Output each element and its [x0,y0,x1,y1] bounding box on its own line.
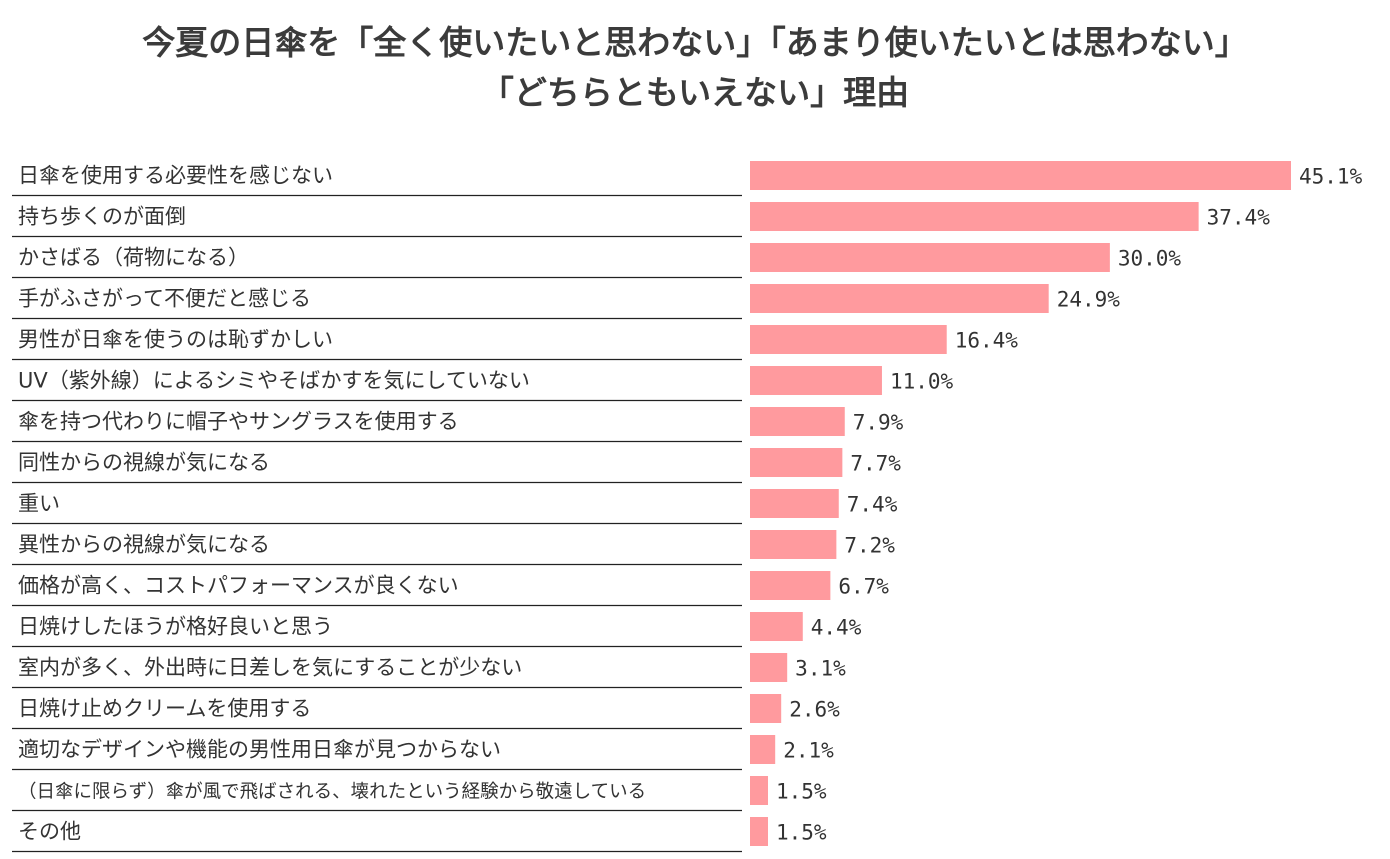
bar [750,612,803,641]
bar [750,243,1110,272]
bar [750,530,837,559]
category-label: （日傘に限らず）傘が風で飛ばされる、壊れたという経験から敬遠している [18,782,646,803]
category-label: 日傘を使用する必要性を感じない [18,164,333,188]
value-label: 3.1% [795,657,846,681]
category-label: 同性からの視線が気になる [18,451,270,475]
value-label: 24.9% [1057,288,1121,312]
category-label: 日焼け止めクリームを使用する [18,697,311,721]
category-label: その他 [18,820,81,844]
category-label: 重い [18,492,60,516]
category-label: 適切なデザインや機能の男性用日傘が見つからない [18,738,501,762]
value-label: 2.6% [789,698,840,722]
value-label: 11.0% [890,370,954,394]
value-label: 7.9% [853,411,904,435]
category-label: かさばる（荷物になる） [18,246,249,270]
bar [750,284,1049,313]
chart-title-line-1: 今夏の日傘を「全く使いたいと思わない」「あまり使いたいとは思わない」 [142,23,1248,62]
category-label: 日焼けしたほうが格好良いと思う [18,615,333,639]
bar [750,489,839,518]
bar [750,571,831,600]
value-label: 2.1% [783,739,834,763]
value-label: 7.4% [847,493,898,517]
value-label: 37.4% [1207,206,1271,230]
value-label: 1.5% [776,821,827,845]
bar [750,735,776,764]
bar [750,776,768,805]
bar [750,817,768,846]
value-label: 6.7% [838,575,889,599]
bar [750,325,947,354]
chart-title: 今夏の日傘を「全く使いたいと思わない」「あまり使いたいとは思わない」 「どちらと… [0,18,1390,118]
category-label: 室内が多く、外出時に日差しを気にすることが少ない [18,656,522,680]
category-label: 傘を持つ代わりに帽子やサングラスを使用する [18,410,459,434]
bar [750,694,782,723]
bar [750,448,843,477]
value-label: 7.2% [844,534,895,558]
category-label: 異性からの視線が気になる [18,533,270,557]
value-label: 7.7% [850,452,901,476]
value-label: 45.1% [1299,165,1363,189]
category-label: UV（紫外線）によるシミやそばかすを気にしていない [18,369,530,393]
bar [750,407,845,436]
category-label: 手がふさがって不便だと感じる [18,287,311,311]
bar [750,161,1291,190]
category-label: 持ち歩くのが面倒 [18,205,186,229]
value-label: 16.4% [955,329,1019,353]
category-label: 価格が高く、コストパフォーマンスが良くない [18,574,459,598]
bar [750,202,1199,231]
bar [750,653,788,682]
category-label: 男性が日傘を使うのは恥ずかしい [18,328,333,352]
value-label: 1.5% [776,780,827,804]
value-label: 30.0% [1118,247,1182,271]
chart-title-line-2: 「どちらともいえない」理由 [480,73,910,112]
value-label: 4.4% [811,616,862,640]
bar [750,366,882,395]
